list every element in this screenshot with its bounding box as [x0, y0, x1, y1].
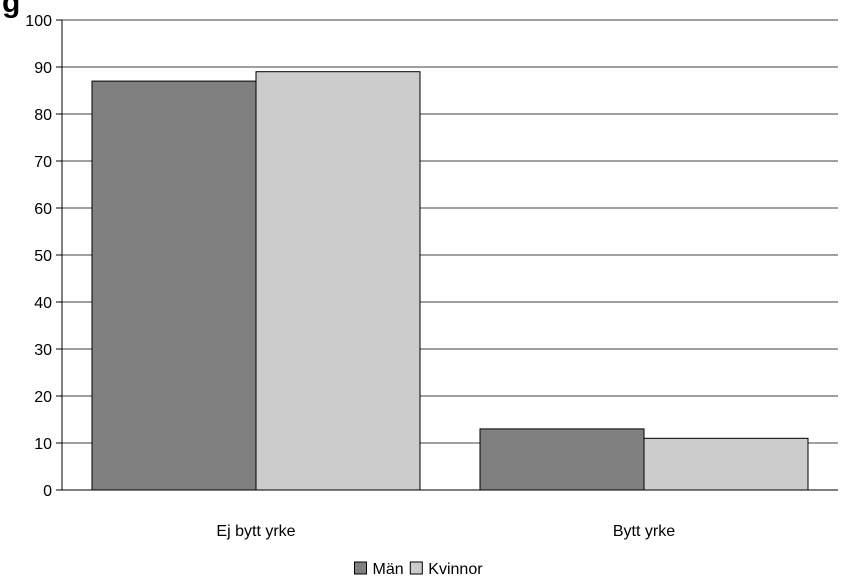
legend-swatch-kvinnor [409, 561, 423, 575]
chart-title: g [2, 0, 20, 19]
legend-label: Män [373, 561, 404, 578]
category-label: Ej bytt yrke [216, 523, 295, 540]
y-tick-label: 100 [25, 13, 52, 30]
y-tick-label: 80 [34, 107, 52, 124]
legend-swatch-män [354, 561, 367, 575]
bar-kvinnor-1 [643, 437, 809, 491]
legend-label: Kvinnor [428, 561, 483, 578]
y-tick-label: 70 [34, 154, 52, 171]
y-tick-label: 50 [34, 248, 52, 265]
y-tick-label: 40 [34, 295, 52, 312]
bar-män-0 [91, 80, 257, 491]
y-tick-label: 30 [34, 342, 52, 359]
y-tick-label: 10 [34, 436, 52, 453]
y-tick-label: 60 [34, 201, 52, 218]
y-axis: 0 10 20 30 40 50 60 70 80 90 100 [25, 13, 838, 500]
y-tick-label: 90 [34, 60, 52, 77]
bar-kvinnor-0 [255, 71, 421, 491]
y-tick-label: 0 [43, 483, 52, 500]
x-axis-categories: Ej bytt yrke Bytt yrke [216, 523, 675, 540]
bar-män-1 [479, 428, 645, 491]
bars [91, 71, 809, 491]
y-tick-label: 20 [34, 389, 52, 406]
category-label: Bytt yrke [613, 523, 675, 540]
legend: Män Kvinnor [354, 561, 483, 578]
